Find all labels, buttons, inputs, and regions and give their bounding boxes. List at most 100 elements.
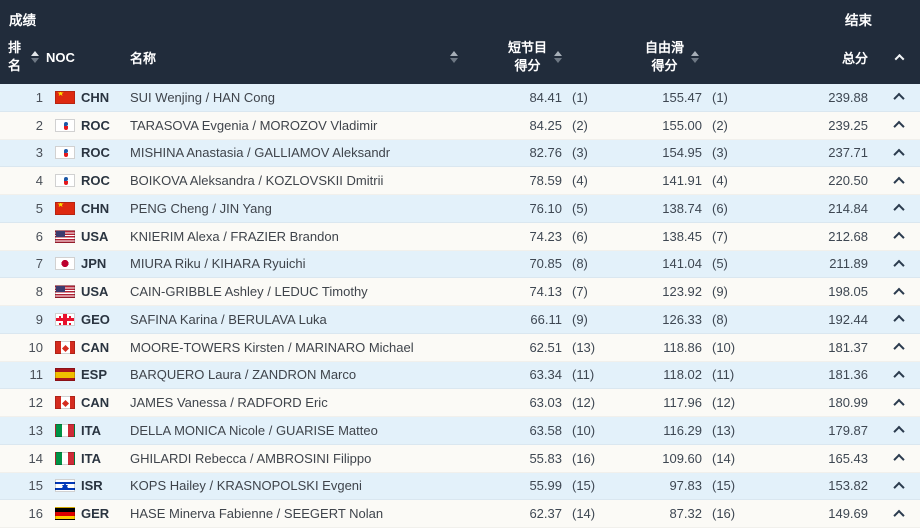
row-expand-control[interactable] (878, 120, 920, 133)
short-program-column-label: 短节目 得分 (507, 40, 547, 73)
column-header-noc[interactable]: NOC (46, 50, 128, 65)
total-score: 165.43 (828, 450, 868, 466)
rank-value: 13 (28, 422, 43, 438)
total-score: 214.84 (828, 200, 868, 216)
table-row[interactable]: 2 ROC TARASOVA Evgenia / MOROZOV Vladimi… (0, 111, 920, 140)
row-expand-control[interactable] (878, 370, 920, 382)
short-program-score: 63.34 (529, 367, 562, 383)
chevron-up-icon (893, 259, 905, 271)
chevron-up-icon (893, 481, 905, 493)
short-program-score: 55.99 (529, 478, 562, 494)
row-expand-control[interactable] (878, 509, 920, 521)
table-row[interactable]: 4 ROC BOIKOVA Aleksandra / KOZLOVSKII Dm… (0, 167, 920, 195)
table-row[interactable]: 6 USA KNIERIM Alexa / FRAZIER Brandon 74… (0, 222, 920, 251)
free-skating-placement: (5) (712, 256, 728, 272)
noc-code: ITA (81, 422, 101, 438)
column-header-total[interactable]: 总分 (742, 48, 878, 67)
chevron-up-icon (893, 176, 905, 188)
row-expand-control[interactable] (878, 315, 920, 327)
short-program-cell: 66.11 (9) (468, 312, 602, 327)
row-expand-control[interactable] (878, 426, 920, 438)
column-header-free-skating[interactable]: 自由滑 得分 (602, 39, 742, 74)
free-skating-placement: (4) (712, 173, 728, 189)
rank-value: 2 (35, 117, 43, 133)
total-score: 181.36 (828, 367, 868, 383)
table-row[interactable]: 16 GER HASE Minerva Fabienne / SEEGERT N… (0, 500, 920, 528)
short-program-cell: 84.41 (1) (468, 90, 602, 105)
column-header-name[interactable]: 名称 (128, 48, 468, 67)
row-expand-control[interactable] (878, 204, 920, 216)
row-expand-control[interactable] (878, 148, 920, 160)
short-program-cell: 63.58 (10) (468, 423, 602, 438)
free-skating-score: 138.74 (662, 200, 702, 216)
sort-icon-rank[interactable] (31, 51, 39, 63)
sort-icon-short-program[interactable] (554, 51, 562, 63)
row-expand-control[interactable] (878, 176, 920, 188)
free-skating-cell: 97.83 (15) (602, 478, 742, 493)
table-row[interactable]: 9 GEO SAFINA Karina / BERULAVA Luka 66.1… (0, 306, 920, 334)
table-row[interactable]: 12 CAN JAMES Vanessa / RADFORD Eric 63.0… (0, 389, 920, 417)
table-row[interactable]: 1 CHN SUI Wenjing / HAN Cong 84.41 (1) 1… (0, 84, 920, 112)
free-skating-column-label: 自由滑 得分 (644, 40, 684, 73)
table-row[interactable]: 7 JPN MIURA Riku / KIHARA Ryuichi 70.85 … (0, 250, 920, 279)
table-row[interactable]: 10 CAN MOORE-TOWERS Kirsten / MARINARO M… (0, 333, 920, 362)
short-program-cell: 82.76 (3) (468, 145, 602, 160)
status-badge: 结束 (845, 13, 872, 28)
table-row[interactable]: 14 ITA GHILARDI Rebecca / AMBROSINI Fili… (0, 444, 920, 473)
free-skating-cell: 116.29 (13) (602, 423, 742, 438)
row-expand-control[interactable] (878, 231, 920, 244)
table-row[interactable]: 5 CHN PENG Cheng / JIN Yang 76.10 (5) 13… (0, 195, 920, 223)
row-expand-control[interactable] (878, 93, 920, 105)
table-row[interactable]: 15 ISR KOPS Hailey / KRASNOPOLSKI Evgeni… (0, 472, 920, 501)
short-program-placement: (10) (572, 422, 596, 438)
table-row[interactable]: 13 ITA DELLA MONICA Nicole / GUARISE Mat… (0, 417, 920, 445)
total-score: 179.87 (828, 422, 868, 438)
free-skating-placement: (14) (712, 450, 736, 466)
row-expand-control[interactable] (878, 481, 920, 493)
noc-code: CHN (81, 200, 110, 216)
noc-cell: USA (46, 229, 128, 244)
table-row[interactable]: 8 USA CAIN-GRIBBLE Ashley / LEDUC Timoth… (0, 278, 920, 306)
row-expand-control[interactable] (878, 342, 920, 355)
sort-icon-free-skating[interactable] (691, 51, 699, 63)
row-expand-control[interactable] (878, 287, 920, 299)
short-program-score: 62.37 (529, 506, 562, 522)
noc-code: CAN (81, 339, 110, 355)
short-program-placement: (5) (572, 200, 588, 216)
total-score: 149.69 (828, 506, 868, 522)
column-header-rank[interactable]: 排名 (0, 39, 46, 74)
noc-cell: CHN (46, 90, 128, 105)
total-score: 239.88 (828, 89, 868, 105)
flag-icon (55, 257, 75, 271)
noc-cell: ESP (46, 367, 128, 382)
free-skating-score: 141.91 (662, 173, 702, 189)
noc-code: CAN (81, 395, 110, 411)
row-expand-control[interactable] (878, 453, 920, 466)
row-expand-control[interactable] (878, 398, 920, 410)
noc-cell: CAN (46, 340, 128, 355)
free-skating-placement: (3) (712, 145, 728, 161)
pair-name: DELLA MONICA Nicole / GUARISE Matteo (130, 422, 378, 438)
free-skating-score: 155.00 (662, 117, 702, 133)
sort-icon-name[interactable] (450, 51, 458, 63)
free-skating-score: 109.60 (662, 450, 702, 466)
short-program-cell: 63.03 (12) (468, 395, 602, 410)
noc-cell: GER (46, 506, 128, 521)
free-skating-placement: (7) (712, 228, 728, 244)
free-skating-cell: 117.96 (12) (602, 395, 742, 410)
chevron-up-icon (893, 93, 905, 105)
chevron-up-icon (893, 204, 905, 216)
noc-code: ROC (81, 173, 110, 189)
noc-code: ISR (81, 478, 103, 494)
total-score: 180.99 (828, 395, 868, 411)
row-expand-control[interactable] (878, 259, 920, 271)
collapse-all-control[interactable] (878, 53, 920, 64)
flag-icon (55, 174, 75, 188)
table-row[interactable]: 3 ROC MISHINA Anastasia / GALLIAMOV Alek… (0, 139, 920, 168)
chevron-up-icon (893, 342, 905, 355)
table-row[interactable]: 11 ESP BARQUERO Laura / ZANDRON Marco 63… (0, 361, 920, 390)
column-header-short-program[interactable]: 短节目 得分 (468, 39, 602, 74)
rank-column-label: 排名 (8, 40, 22, 73)
short-program-placement: (7) (572, 284, 588, 300)
